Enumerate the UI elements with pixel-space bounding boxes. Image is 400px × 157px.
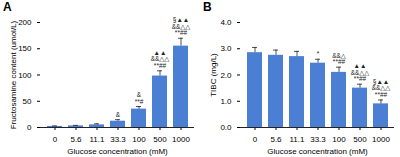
svg-text:Glucose concentration (mM): Glucose concentration (mM) [67, 147, 168, 156]
svg-text:33.3: 33.3 [110, 135, 126, 144]
svg-text:§▲▲&&△△**##: §▲▲&&△△**## [172, 16, 191, 36]
svg-text:2.0: 2.0 [220, 71, 232, 80]
svg-text:100: 100 [332, 135, 346, 144]
svg-text:▲▲&&△△**##: ▲▲&&△△**## [151, 49, 170, 69]
svg-text:0: 0 [27, 123, 32, 132]
svg-text:TIBC (mg/L): TIBC (mg/L) [209, 53, 218, 97]
svg-text:4.0: 4.0 [220, 18, 232, 27]
svg-text:33.3: 33.3 [310, 135, 326, 144]
svg-text:1.0: 1.0 [220, 97, 232, 106]
svg-text:&&△**##: &&△**## [332, 52, 346, 66]
svg-text:0: 0 [53, 135, 58, 144]
svg-text:▲▲&&△△**##: ▲▲&&△△**## [351, 62, 370, 82]
svg-text:150: 150 [18, 44, 32, 53]
html-text:A: A [3, 0, 12, 14]
svg-text:500: 500 [153, 135, 167, 144]
svg-text:11.1: 11.1 [90, 135, 106, 144]
svg-text:200: 200 [18, 18, 32, 27]
svg-text:100: 100 [132, 135, 146, 144]
svg-text:3.0: 3.0 [220, 44, 232, 53]
svg-text:&**#: &**# [135, 91, 144, 105]
svg-text:500: 500 [353, 135, 367, 144]
svg-text:100: 100 [18, 71, 32, 80]
svg-text:50: 50 [23, 97, 32, 106]
svg-text:5.6: 5.6 [70, 135, 82, 144]
svg-text:§▲▲&&△△**##: §▲▲&&△△**## [372, 78, 391, 98]
html-text:B: B [203, 0, 212, 14]
svg-text:0: 0 [253, 135, 258, 144]
svg-text:1000: 1000 [172, 135, 190, 144]
svg-text:11.1: 11.1 [290, 135, 306, 144]
svg-text:1000: 1000 [372, 135, 390, 144]
svg-text:&: & [116, 111, 121, 118]
svg-text:5.6: 5.6 [270, 135, 282, 144]
svg-text:*: * [317, 50, 320, 57]
svg-text:Fructosamine content (umol/L): Fructosamine content (umol/L) [9, 20, 18, 129]
svg-text:Glucose concentration (mM): Glucose concentration (mM) [267, 147, 368, 156]
svg-text:0.0: 0.0 [220, 123, 232, 132]
